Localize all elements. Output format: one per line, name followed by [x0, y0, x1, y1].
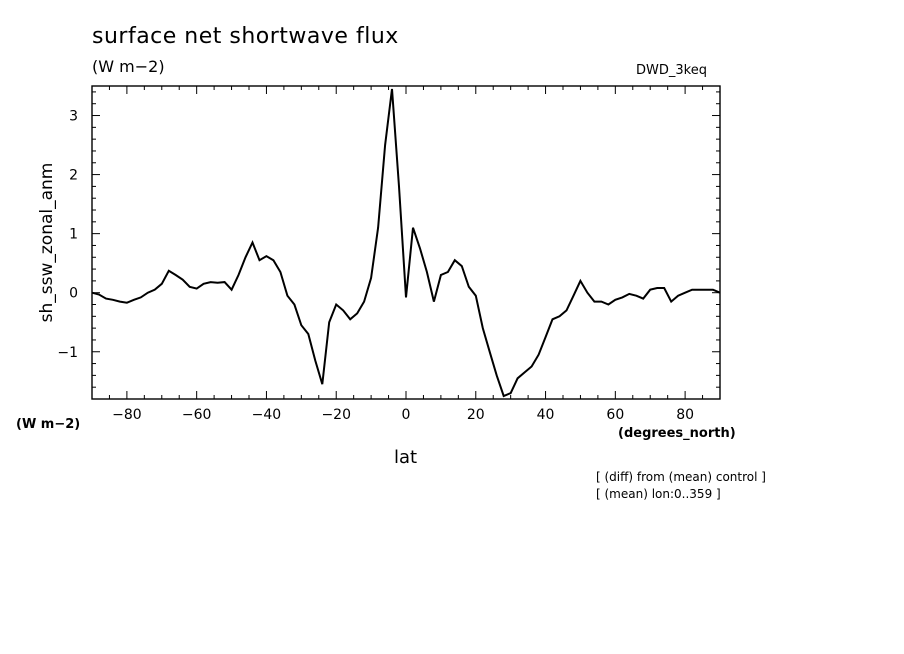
x-tick-label: 0	[402, 407, 411, 423]
x-tick-label: 80	[676, 407, 694, 423]
title-units: (W m−2)	[92, 57, 165, 76]
x-tick-label: 40	[537, 407, 555, 423]
y-tick-label: 1	[69, 227, 78, 243]
x-tick-label: 20	[467, 407, 485, 423]
note-diff: [ (diff) from (mean) control ]	[596, 470, 766, 484]
series-line	[91, 88, 721, 398]
x-units: (degrees_north)	[618, 426, 736, 441]
y-tick-label: −1	[57, 345, 78, 361]
x-axis-label: lat	[394, 447, 418, 468]
note-mean: [ (mean) lon:0..359 ]	[596, 487, 721, 501]
chart-title: surface net shortwave flux	[92, 24, 399, 49]
x-tick-label: −40	[252, 407, 282, 423]
y-tick-label: 2	[69, 168, 78, 184]
y-units: (W m−2)	[16, 417, 81, 432]
x-tick-label: 60	[606, 407, 624, 423]
y-tick-label: 3	[69, 109, 78, 125]
run-label: DWD_3keq	[636, 63, 707, 78]
x-tick-label: −20	[321, 407, 351, 423]
y-tick-label: 0	[69, 286, 78, 302]
x-tick-label: −80	[112, 407, 142, 423]
y-axis-label: sh_ssw_zonal_anm	[37, 163, 57, 323]
plot-frame	[91, 85, 721, 400]
y-ticks: −1 0 1 2 3	[57, 91, 720, 400]
x-ticks: −80 −60 −40 −20 0 20 40 60 80	[91, 86, 721, 423]
x-tick-label: −60	[182, 407, 212, 423]
